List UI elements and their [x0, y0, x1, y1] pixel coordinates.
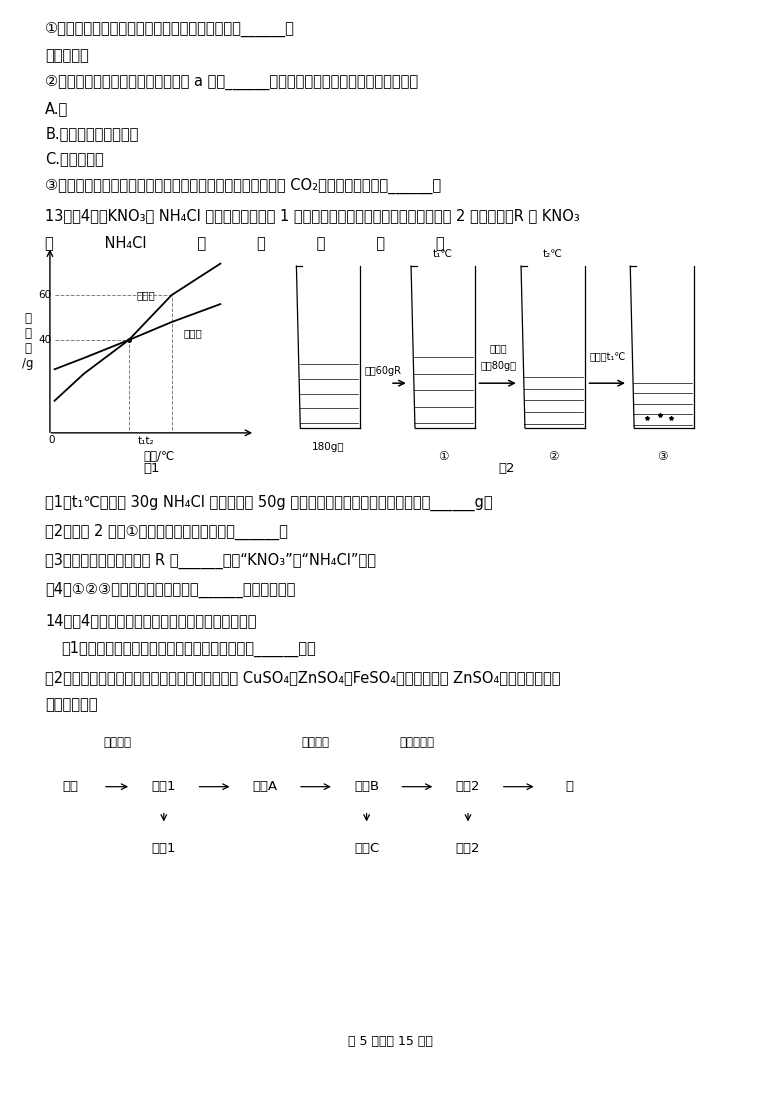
- Text: 降温至t₁℃: 降温至t₁℃: [590, 352, 626, 363]
- FancyBboxPatch shape: [235, 765, 296, 808]
- FancyBboxPatch shape: [133, 826, 194, 870]
- Text: 图2: 图2: [498, 462, 516, 475]
- FancyBboxPatch shape: [133, 765, 194, 808]
- Text: 氯化铵: 氯化铵: [184, 329, 203, 339]
- Text: 过量稀硫酸: 过量稀硫酸: [400, 736, 434, 749]
- FancyBboxPatch shape: [40, 765, 101, 808]
- Text: 图1: 图1: [143, 462, 160, 475]
- Text: （4）①②③中，属于饱和溶液的是______（填序号）。: （4）①②③中，属于饱和溶液的是______（填序号）。: [45, 581, 296, 598]
- Text: 14．（4分）金属在生产和生活中具有广泛的应用。: 14．（4分）金属在生产和生活中具有广泛的应用。: [45, 612, 257, 628]
- Text: 滤液2: 滤液2: [456, 842, 480, 855]
- Text: B.干燥的紫色石蕊纸花: B.干燥的紫色石蕊纸花: [45, 126, 139, 141]
- Text: 40: 40: [38, 335, 51, 345]
- Text: 铜: 铜: [566, 780, 573, 793]
- Text: ①: ①: [438, 450, 448, 462]
- Text: （1）铁可以制成炒锅，主要利用了铁的延展性和______性。: （1）铁可以制成炒锅，主要利用了铁的延展性和______性。: [61, 641, 316, 657]
- Text: ②若要证明二氧化碳与水反应，应在 a 处放______（填字母）与紫色石蕊溶液形成对比。: ②若要证明二氧化碳与水反应，应在 a 处放______（填字母）与紫色石蕊溶液形…: [45, 75, 418, 89]
- Text: （2）在图 2 中，①中溶液的溶质质量分数为______。: （2）在图 2 中，①中溶液的溶质质量分数为______。: [45, 524, 288, 539]
- Text: 180g水: 180g水: [312, 442, 345, 452]
- Text: t₂℃: t₂℃: [543, 248, 563, 259]
- Text: 过量锥粉: 过量锥粉: [103, 736, 131, 749]
- Text: ③一段时间后，观察到烧杯中的蜡烛自下而上依次息灯，说明 CO₂具有的化学性质是______。: ③一段时间后，观察到烧杯中的蜡烛自下而上依次息灯，说明 CO₂具有的化学性质是_…: [45, 178, 441, 194]
- Text: ①一段时间后，观察到集气瓶内颜色变浅，原因是______。: ①一段时间后，观察到集气瓶内颜色变浅，原因是______。: [45, 22, 295, 38]
- Text: 蕊发80g水: 蕊发80g水: [480, 362, 516, 372]
- Text: 固体C: 固体C: [354, 842, 379, 855]
- Text: 溶
解
度
/g: 溶 解 度 /g: [23, 312, 34, 370]
- Text: 固体A: 固体A: [253, 780, 278, 793]
- Text: 固体B: 固体B: [354, 780, 379, 793]
- FancyBboxPatch shape: [539, 765, 600, 808]
- Text: 《实验乙》: 《实验乙》: [45, 49, 89, 64]
- Text: t₁t₂: t₁t₂: [138, 437, 154, 447]
- Text: t₁℃: t₁℃: [433, 248, 453, 259]
- Text: 废液: 废液: [62, 780, 78, 793]
- Text: 操作2: 操作2: [456, 780, 480, 793]
- Text: 瞄酸鑂: 瞄酸鑂: [136, 290, 155, 300]
- Text: 60: 60: [38, 290, 51, 300]
- Text: 0: 0: [48, 435, 55, 445]
- Text: A.水: A.水: [45, 100, 69, 116]
- Text: 滤液1: 滤液1: [151, 842, 176, 855]
- FancyBboxPatch shape: [438, 826, 498, 870]
- Text: 温度/℃: 温度/℃: [144, 450, 175, 463]
- Text: （3）根据以上信息可推知 R 是______（填“KNO₃”或“NH₄Cl”）。: （3）根据以上信息可推知 R 是______（填“KNO₃”或“NH₄Cl”）。: [45, 553, 376, 569]
- Text: 程如图所示：: 程如图所示：: [45, 697, 98, 713]
- Text: ②: ②: [548, 450, 558, 462]
- Text: 第 5 页（共 15 页）: 第 5 页（共 15 页）: [348, 1035, 432, 1048]
- Text: 升温并: 升温并: [489, 343, 507, 353]
- Text: 操作1: 操作1: [151, 780, 176, 793]
- Text: 加入60gR: 加入60gR: [364, 366, 401, 376]
- FancyBboxPatch shape: [336, 765, 397, 808]
- FancyBboxPatch shape: [438, 765, 498, 808]
- FancyBboxPatch shape: [336, 826, 397, 870]
- Text: 或           NH₄Cl           中           的           一           种           。: 或 NH₄Cl 中 的 一 种 。: [45, 235, 445, 250]
- Text: 磁铁吸引: 磁铁吸引: [302, 736, 330, 749]
- Text: C.澄清石灰水: C.澄清石灰水: [45, 151, 104, 167]
- Text: （2）某电镀厂为减少水污染及节约成本，从含有 CuSO₄、ZnSO₄、FeSO₄的废液中回收 ZnSO₄和有关金属，流: （2）某电镀厂为减少水污染及节约成本，从含有 CuSO₄、ZnSO₄、FeSO₄…: [45, 670, 561, 685]
- Text: 13．（4分）KNO₃和 NH₄Cl 的溶解度曲线如图 1 所示。某化学兴趣小组的同学进行了如图 2 所示实验，R 是 KNO₃: 13．（4分）KNO₃和 NH₄Cl 的溶解度曲线如图 1 所示。某化学兴趣小组…: [45, 208, 580, 223]
- Text: （1）t₁℃时，将 30g NH₄Cl 固体溶解在 50g 水中，充分搓拌，所得溶液的质量是______g。: （1）t₁℃时，将 30g NH₄Cl 固体溶解在 50g 水中，充分搓拌，所得…: [45, 494, 493, 511]
- Text: ③: ③: [657, 450, 668, 462]
